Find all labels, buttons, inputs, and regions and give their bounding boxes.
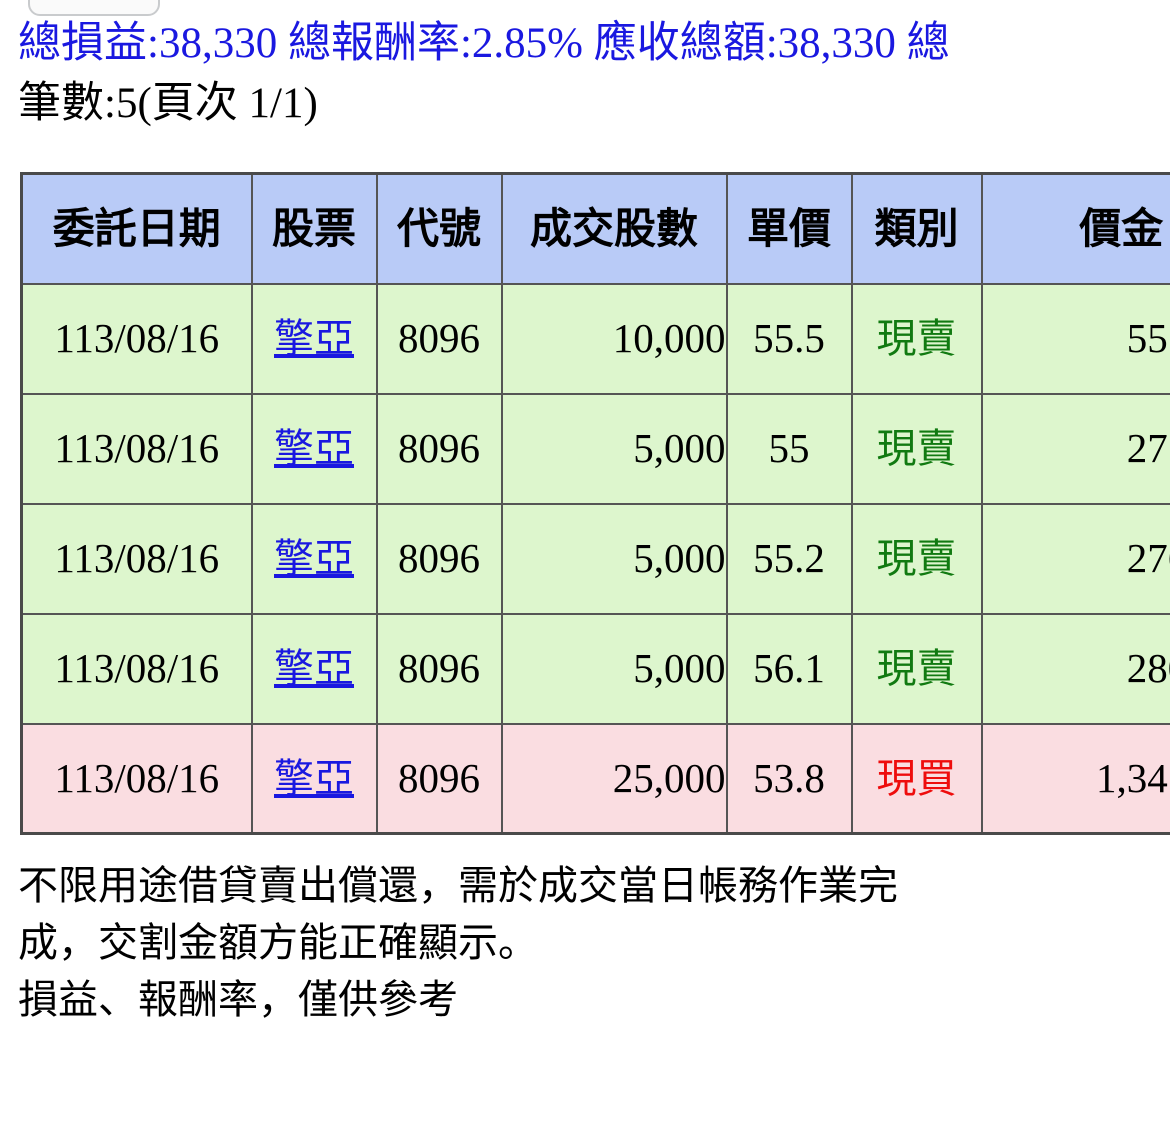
cell-trade-type: 現賣 bbox=[850, 282, 983, 395]
cell-stock-code: 8096 bbox=[375, 502, 503, 615]
trade-type-badge: 現賣 bbox=[876, 535, 957, 582]
cell-filled-shares: 5,000 bbox=[500, 392, 728, 505]
cell-unit-price: 53.8 bbox=[725, 722, 853, 835]
table-row[interactable]: 113/08/16 擎亞 8096 5,000 55.2 現賣 276,000 bbox=[20, 502, 1170, 615]
note-line-3: 損益、報酬率，僅供參考 bbox=[18, 977, 458, 1023]
trade-type-badge: 現賣 bbox=[876, 425, 957, 472]
cell-amount: 275,000 bbox=[980, 392, 1170, 505]
cell-stock-name[interactable]: 擎亞 bbox=[250, 392, 378, 505]
transaction-table-scroll-area[interactable]: 委託日期 股票 代號 成交股數 單價 類別 價金 113/08/16 擎亞 80… bbox=[20, 172, 1170, 856]
table-header-row: 委託日期 股票 代號 成交股數 單價 類別 價金 bbox=[20, 172, 1170, 285]
cell-filled-shares: 10,000 bbox=[500, 282, 728, 395]
cell-unit-price: 56.1 bbox=[725, 612, 853, 725]
cell-unit-price: 55.5 bbox=[725, 282, 853, 395]
trade-type-badge: 現賣 bbox=[876, 315, 957, 362]
trade-type-badge: 現買 bbox=[876, 755, 957, 802]
cell-filled-shares: 5,000 bbox=[500, 502, 728, 615]
cell-order-date: 113/08/16 bbox=[20, 502, 253, 615]
cell-amount: 276,000 bbox=[980, 502, 1170, 615]
note-line-2: 成，交割金額方能正確顯示。 bbox=[18, 920, 538, 966]
cell-unit-price: 55 bbox=[725, 392, 853, 505]
summary-block: 總損益:38,330 總報酬率:2.85% 應收總額:38,330 總 筆數:5… bbox=[18, 14, 1170, 134]
cell-stock-code: 8096 bbox=[375, 722, 503, 835]
top-control-strip bbox=[0, 0, 1170, 16]
table-header: 委託日期 股票 代號 成交股數 單價 類別 價金 bbox=[20, 172, 1170, 285]
cell-amount: 555,000 bbox=[980, 282, 1170, 395]
stock-link[interactable]: 擎亞 bbox=[274, 535, 354, 582]
cell-trade-type: 現買 bbox=[850, 722, 983, 835]
trade-type-badge: 現賣 bbox=[876, 645, 957, 692]
disclaimer-notes: 不限用途借貸賣出償還，需於成交當日帳務作業完 成，交割金額方能正確顯示。 損益、… bbox=[18, 858, 1148, 1029]
cell-stock-name[interactable]: 擎亞 bbox=[250, 612, 378, 725]
cell-stock-name[interactable]: 擎亞 bbox=[250, 282, 378, 395]
cell-unit-price: 55.2 bbox=[725, 502, 853, 615]
cell-filled-shares: 5,000 bbox=[500, 612, 728, 725]
cell-trade-type: 現賣 bbox=[850, 612, 983, 725]
cell-stock-name[interactable]: 擎亞 bbox=[250, 502, 378, 615]
cell-stock-name[interactable]: 擎亞 bbox=[250, 722, 378, 835]
cell-order-date: 113/08/16 bbox=[20, 282, 253, 395]
stock-link[interactable]: 擎亞 bbox=[274, 425, 354, 472]
column-header-amount[interactable]: 價金 bbox=[980, 172, 1170, 285]
column-header-unit-price[interactable]: 單價 bbox=[725, 172, 853, 285]
table-row[interactable]: 113/08/16 擎亞 8096 25,000 53.8 現買 1,345,0… bbox=[20, 722, 1170, 835]
cell-filled-shares: 25,000 bbox=[500, 722, 728, 835]
column-header-stock-name[interactable]: 股票 bbox=[250, 172, 378, 285]
column-header-stock-code[interactable]: 代號 bbox=[375, 172, 503, 285]
note-line-1: 不限用途借貸賣出償還，需於成交當日帳務作業完 bbox=[18, 863, 898, 909]
column-header-filled-shares[interactable]: 成交股數 bbox=[500, 172, 728, 285]
cell-trade-type: 現賣 bbox=[850, 502, 983, 615]
cell-order-date: 113/08/16 bbox=[20, 392, 253, 505]
cell-amount: 280,500 bbox=[980, 612, 1170, 725]
table-row[interactable]: 113/08/16 擎亞 8096 5,000 55 現賣 275,000 bbox=[20, 392, 1170, 505]
summary-totals-line: 總損益:38,330 總報酬率:2.85% 應收總額:38,330 總 bbox=[18, 20, 950, 67]
column-header-trade-type[interactable]: 類別 bbox=[850, 172, 983, 285]
cell-stock-code: 8096 bbox=[375, 392, 503, 505]
stock-link[interactable]: 擎亞 bbox=[274, 755, 354, 802]
table-row[interactable]: 113/08/16 擎亞 8096 10,000 55.5 現賣 555,000 bbox=[20, 282, 1170, 395]
cell-trade-type: 現賣 bbox=[850, 392, 983, 505]
cell-stock-code: 8096 bbox=[375, 282, 503, 395]
stock-link[interactable]: 擎亞 bbox=[274, 645, 354, 692]
cell-stock-code: 8096 bbox=[375, 612, 503, 725]
cell-order-date: 113/08/16 bbox=[20, 722, 253, 835]
cell-order-date: 113/08/16 bbox=[20, 612, 253, 725]
column-header-order-date[interactable]: 委託日期 bbox=[20, 172, 253, 285]
rounded-pill-button[interactable] bbox=[28, 0, 160, 16]
stock-link[interactable]: 擎亞 bbox=[274, 315, 354, 362]
transaction-table: 委託日期 股票 代號 成交股數 單價 類別 價金 113/08/16 擎亞 80… bbox=[20, 172, 1170, 835]
table-row[interactable]: 113/08/16 擎亞 8096 5,000 56.1 現賣 280,500 bbox=[20, 612, 1170, 725]
cell-amount: 1,345,000 bbox=[980, 722, 1170, 835]
table-body: 113/08/16 擎亞 8096 10,000 55.5 現賣 555,000… bbox=[20, 282, 1170, 835]
summary-count-line: 筆數:5(頁次 1/1) bbox=[18, 80, 318, 127]
